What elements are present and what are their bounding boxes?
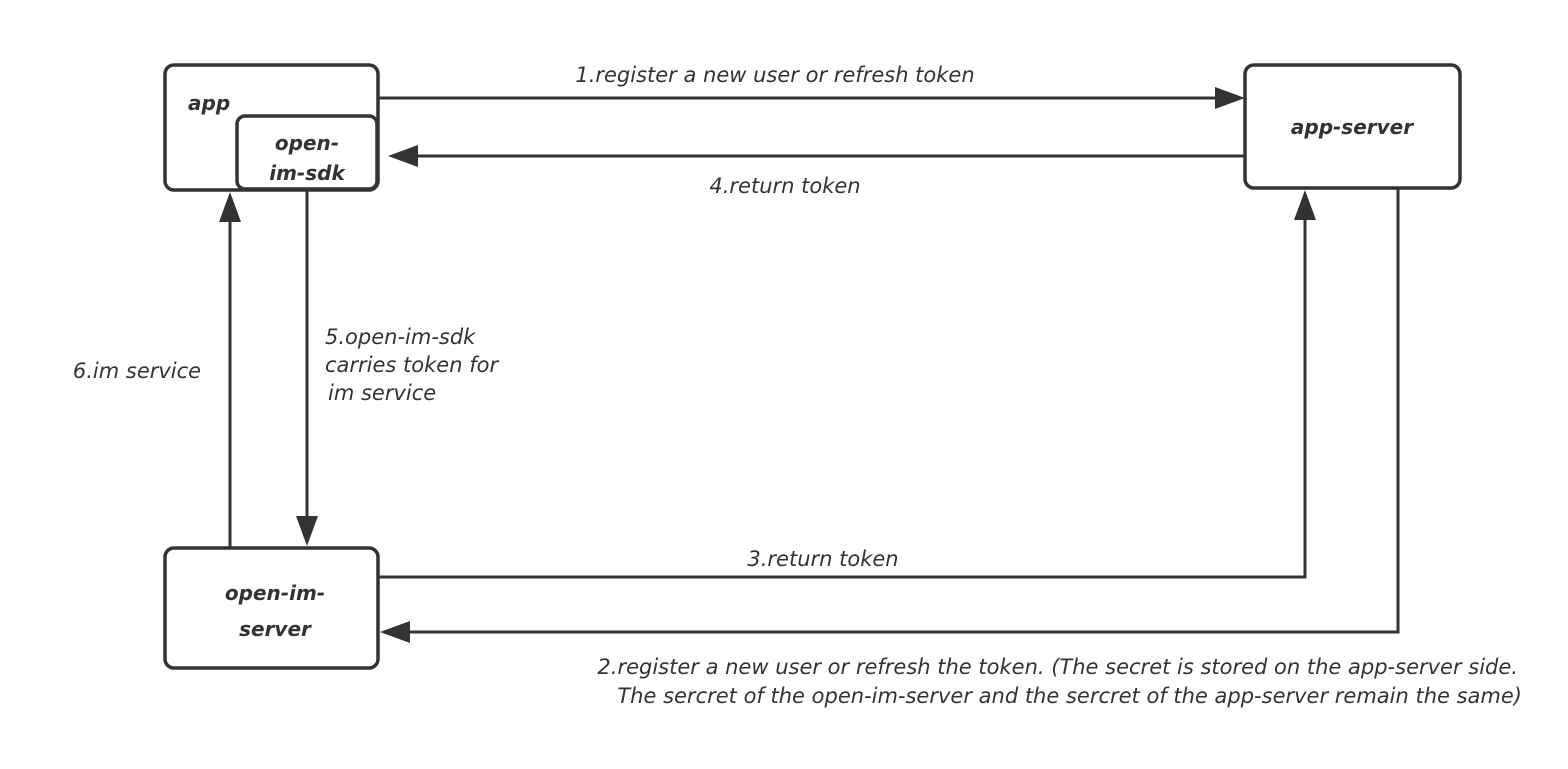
edge-4-label: 4.return token — [709, 174, 860, 198]
edge-2-label-line1: 2.register a new user or refresh the tok… — [597, 655, 1518, 679]
app-label: app — [188, 91, 230, 115]
im-server-label-line1: open-im- — [225, 581, 325, 605]
edge-1-label: 1.register a new user or refresh token — [575, 63, 974, 87]
edge-5-label-line1: 5.open-im-sdk — [325, 325, 476, 349]
sdk-label-line1: open- — [275, 131, 339, 155]
open-im-server-box — [163, 546, 380, 670]
app-server-label: app-server — [1291, 115, 1414, 139]
edge-5-label-line3: im service — [328, 381, 436, 405]
app-server-box — [1243, 63, 1462, 190]
edge-2-arrow — [380, 188, 1400, 643]
im-server-label-line2: server — [239, 617, 312, 641]
edge-6-label: 6.im service — [73, 359, 201, 383]
edge-3-arrow — [379, 190, 1316, 579]
edge-2-label-line2: The sercret of the open-im-server and th… — [617, 684, 1522, 708]
edge-5-label-line2: carries token for — [325, 353, 499, 377]
edge-4-arrow — [388, 145, 1245, 167]
edge-5-arrow — [296, 190, 318, 546]
edge-3-label: 3.return token — [747, 547, 898, 571]
edge-1-arrow — [379, 87, 1245, 109]
open-im-sdk-box — [235, 114, 379, 191]
sdk-label-line2: im-sdk — [269, 161, 346, 185]
edge-6-arrow — [219, 192, 241, 548]
